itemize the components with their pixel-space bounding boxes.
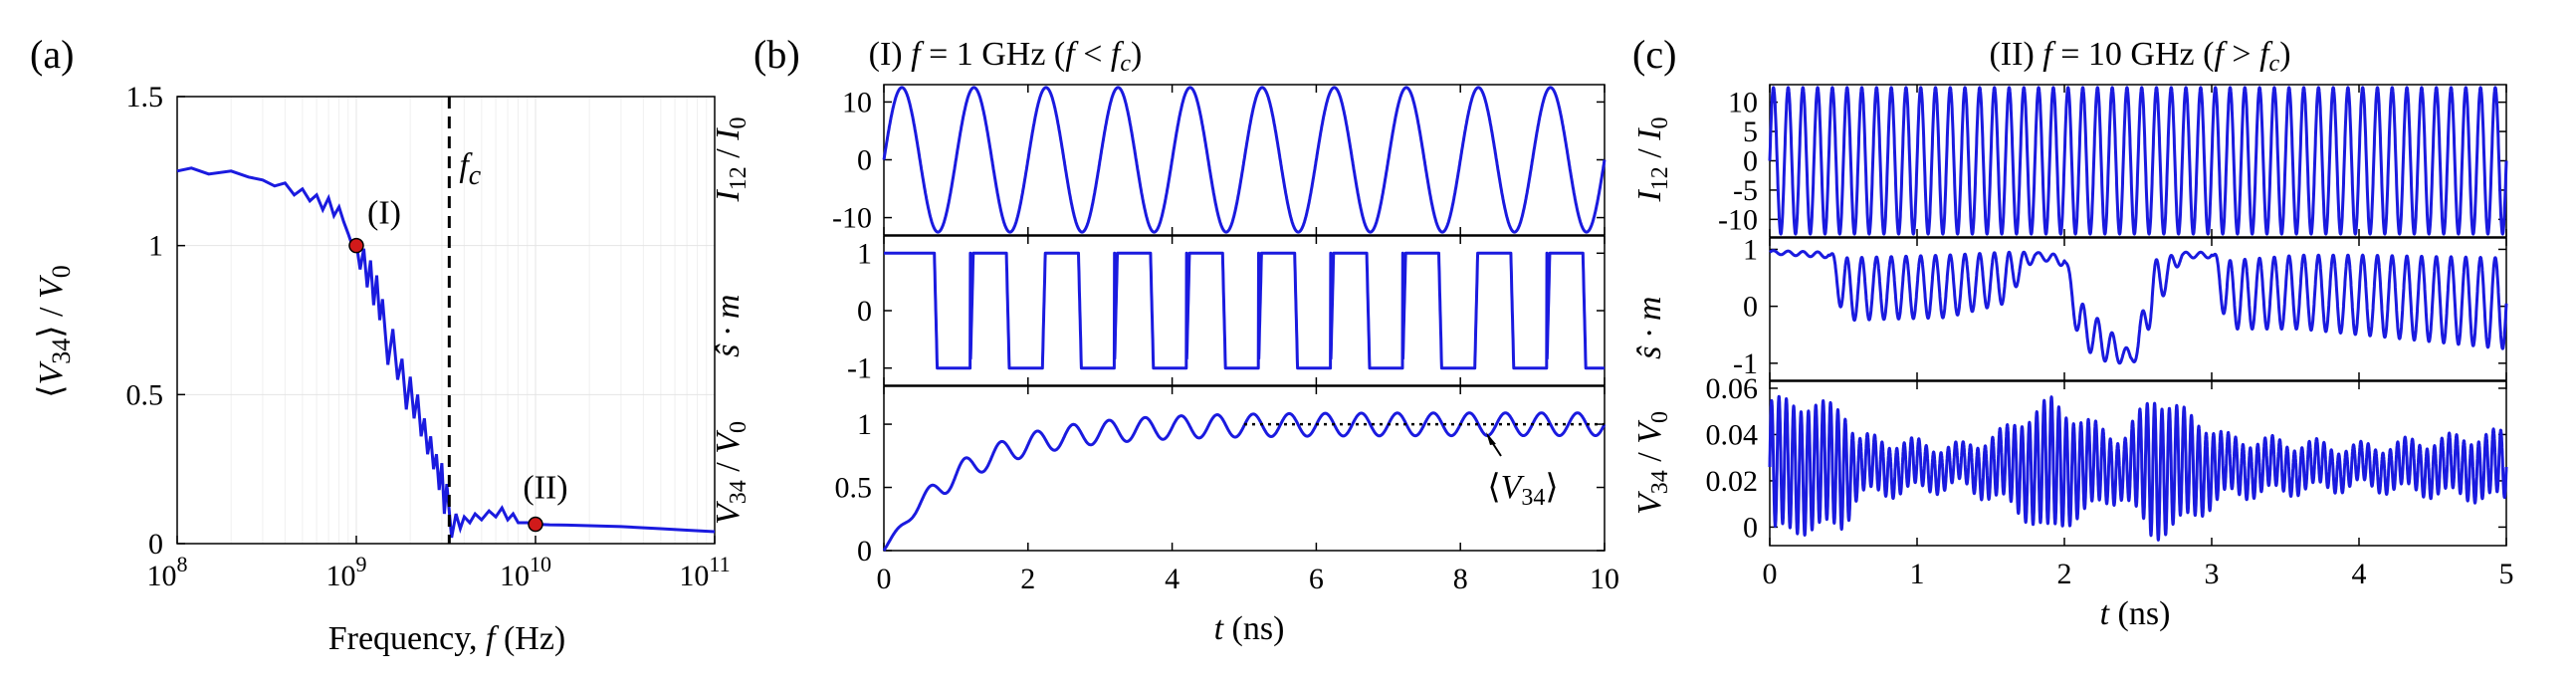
y-tick-label: -10 xyxy=(832,202,872,235)
marker-point xyxy=(528,516,543,533)
mean-annotation-close: ⟩ xyxy=(1545,469,1558,506)
y-tick-label: 10 xyxy=(1728,87,1758,119)
x-tick-label: 1 xyxy=(1910,558,1925,590)
ylabel-c-voltage: V34 / V0 xyxy=(1631,411,1673,515)
y-tick-label: 0 xyxy=(1743,145,1758,178)
svg-text:ŝ · m⃗: ŝ · m⃗ xyxy=(710,268,747,357)
x-tick-label: 2 xyxy=(1020,563,1035,595)
y-tick-label: 0.02 xyxy=(1706,465,1759,498)
ylabel-c-sm: ŝ · m⃗ xyxy=(1631,270,1668,359)
x-tick-label: 1011 xyxy=(679,552,730,592)
x-tick-label: 4 xyxy=(2352,558,2367,590)
marker-label: (II) xyxy=(523,470,567,507)
x-tick-label: 4 xyxy=(1165,563,1180,595)
y-tick-label: -5 xyxy=(1733,174,1758,207)
x-tick-label: 6 xyxy=(1309,563,1324,595)
y-tick-label: 0 xyxy=(1743,291,1758,324)
sub-c-sm-line xyxy=(1768,249,2508,365)
svg-text:I12 / I0: I12 / I0 xyxy=(710,116,751,202)
y-tick-label: -1 xyxy=(1733,347,1758,380)
y-tick-label: 10 xyxy=(842,86,872,118)
y-tick-label: 0 xyxy=(857,295,872,328)
svg-text:V34 / V0: V34 / V0 xyxy=(710,421,751,525)
y-tick-label: 1 xyxy=(1743,233,1758,266)
mean-annotation: ⟨V34⟩ xyxy=(1487,469,1558,511)
sub-b-current-line xyxy=(882,86,1607,234)
ylabel-c-current: I12 / I0 xyxy=(1631,116,1673,202)
x-tick-label: 8 xyxy=(1453,563,1468,595)
y-tick-label: 0.06 xyxy=(1706,372,1759,405)
panel-b: 100-1010-110.500 2 4 6 8 10⟨V34⟩ xyxy=(832,84,1619,595)
y-tick-label: 0 xyxy=(857,535,872,568)
marker-label: (I) xyxy=(367,195,401,232)
x-tick-label: 109 xyxy=(326,552,367,592)
svg-text:⟨V34⟩ / V0: ⟨V34⟩ / V0 xyxy=(33,265,76,398)
sub-b-voltage-frame xyxy=(883,385,1606,552)
title-c: (II) f = 10 GHz (f > fc) xyxy=(1989,36,2290,77)
svg-text:V34 / V0: V34 / V0 xyxy=(1631,411,1673,515)
y-tick-label: 1 xyxy=(857,408,872,441)
x-tick-exponent: 8 xyxy=(177,552,188,576)
y-tick-label: 0 xyxy=(1743,511,1758,544)
y-tick-label: 0 xyxy=(857,144,872,177)
y-tick-label: 0.04 xyxy=(1706,418,1759,451)
svg-text:ŝ · m⃗: ŝ · m⃗ xyxy=(1631,270,1668,359)
svg-text:I12 / I0: I12 / I0 xyxy=(1631,116,1673,202)
xlabel-c: t (ns) xyxy=(2100,595,2171,632)
x-tick-label: 10 xyxy=(1590,563,1619,595)
annotation-arrowhead xyxy=(1486,432,1496,445)
y-tick-label: 1.5 xyxy=(126,81,164,114)
xlabel-a: Frequency, f (Hz) xyxy=(328,620,566,657)
y-tick-label: 0.5 xyxy=(835,472,873,505)
sub-c-current-line xyxy=(1768,86,2508,236)
x-tick-label: 0 xyxy=(1763,558,1778,590)
x-tick-exponent: 9 xyxy=(356,552,367,576)
y-tick-label: -1 xyxy=(847,352,872,385)
ylabel-b-sm: ŝ · m⃗ xyxy=(710,268,747,357)
ylabel-a: ⟨V34⟩ / V0 xyxy=(33,265,76,398)
mean-annotation-sub: 34 xyxy=(1521,485,1545,511)
x-tick-label: 3 xyxy=(2205,558,2220,590)
ylabel-b-current: I12 / I0 xyxy=(710,116,751,202)
series-line-a xyxy=(176,166,716,539)
axes-frame-a xyxy=(176,96,716,545)
y-tick-label: 0.5 xyxy=(126,378,164,411)
sub-c-voltage-line xyxy=(1768,394,2508,542)
y-tick-label: 5 xyxy=(1743,115,1758,148)
x-tick-label: 2 xyxy=(2057,558,2072,590)
title-b: (I) f = 1 GHz (f < fc) xyxy=(869,36,1143,77)
sub-b-voltage-line xyxy=(882,411,1607,552)
fc-label-sub: c xyxy=(469,160,482,191)
ylabel-b-voltage: V34 / V0 xyxy=(710,421,751,525)
x-tick-exponent: 10 xyxy=(530,552,551,576)
x-tick-exponent: 11 xyxy=(709,552,730,576)
fc-label: fc xyxy=(459,147,481,191)
plots: 108 109 1010 101100.511.5fc(I)(II)100-1010-… xyxy=(126,81,2514,595)
y-tick-label: 1 xyxy=(857,237,872,270)
sub-b-sm-line xyxy=(882,251,1607,370)
sub-b-sm-frame xyxy=(883,235,1606,386)
panel-a: 10 8 109 1010 1011 0 0.5 1 1.5 fc (I) (II) xyxy=(126,81,731,592)
x-tick-label: 0 xyxy=(877,563,892,595)
panel-label-b: (b) xyxy=(753,32,800,77)
y-tick-label: -10 xyxy=(1718,203,1758,236)
x-tick-label: 1010 xyxy=(500,552,551,592)
x-tick-label: 5 xyxy=(2499,558,2514,590)
xlabel-b: t (ns) xyxy=(1214,610,1285,647)
panel-label-c: (c) xyxy=(1632,32,1676,77)
y-tick-label: 1 xyxy=(148,230,163,263)
marker-point xyxy=(348,237,364,254)
y-tick-label: 0 xyxy=(148,528,163,561)
panel-label-a: (a) xyxy=(30,32,74,77)
